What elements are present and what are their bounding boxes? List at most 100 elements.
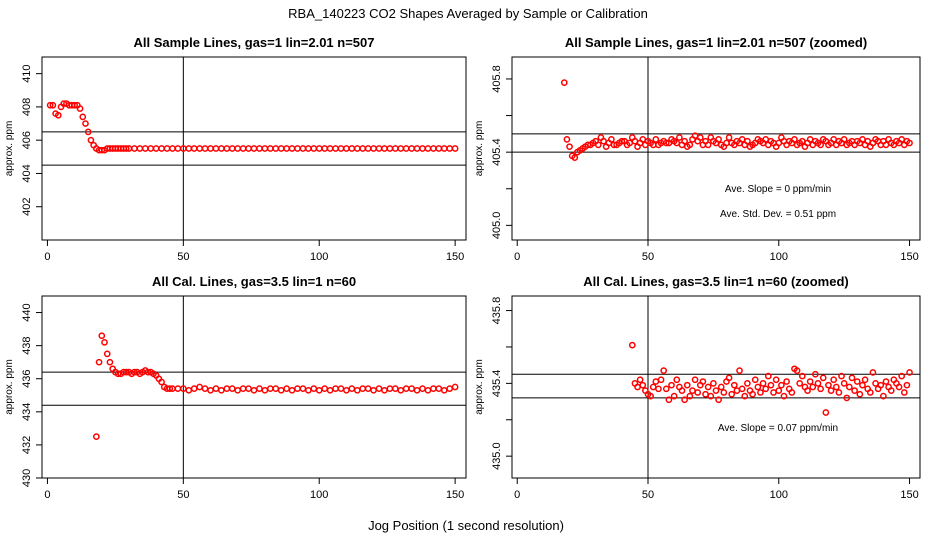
data-point xyxy=(652,136,660,143)
data-point xyxy=(859,381,866,389)
data-point xyxy=(691,376,699,384)
data-point xyxy=(906,139,913,147)
data-point xyxy=(762,385,770,393)
data-point xyxy=(903,381,911,389)
y-tick-label: 435.4 xyxy=(491,370,503,398)
data-point xyxy=(720,389,728,396)
y-tick-label: 402 xyxy=(21,198,33,216)
x-tick-label: 0 xyxy=(44,489,50,501)
plot-frame xyxy=(41,56,467,241)
data-point xyxy=(830,376,838,384)
x-tick-label: 0 xyxy=(514,489,520,501)
data-point xyxy=(670,392,678,400)
data-point xyxy=(882,378,890,385)
data-point xyxy=(647,392,654,400)
y-tick-label: 434 xyxy=(21,403,33,421)
y-tick-label: 440 xyxy=(21,303,33,321)
data-point xyxy=(796,380,804,387)
data-point xyxy=(783,378,790,385)
data-point xyxy=(780,392,788,400)
y-tick-label: 435.0 xyxy=(491,442,503,470)
data-point xyxy=(764,372,772,380)
data-point xyxy=(696,134,704,141)
data-point xyxy=(710,380,717,387)
data-point xyxy=(158,378,165,386)
x-tick-label: 50 xyxy=(177,489,189,501)
data-point xyxy=(676,134,683,141)
data-point xyxy=(900,389,908,396)
y-axis-label: approx. ppm xyxy=(4,121,15,177)
data-point xyxy=(772,376,780,384)
chart-panel-1: All Sample Lines, gas=1 lin=2.01 n=507 ap… xyxy=(4,35,467,263)
data-point xyxy=(736,367,743,374)
data-point xyxy=(95,358,103,366)
x-tick-label: 0 xyxy=(514,251,520,263)
figure-xlabel: Jog Position (1 second resolution) xyxy=(368,518,564,533)
data-point xyxy=(571,154,579,161)
y-tick-label: 435.8 xyxy=(491,297,503,325)
data-point xyxy=(451,383,459,391)
x-tick-label: 150 xyxy=(900,489,918,501)
x-tick-label: 100 xyxy=(310,489,328,501)
data-point xyxy=(686,392,694,400)
data-point xyxy=(835,389,843,396)
data-point xyxy=(660,367,668,374)
data-point xyxy=(898,372,906,380)
data-point xyxy=(636,376,644,384)
data-point xyxy=(166,385,174,393)
data-point xyxy=(832,383,840,391)
data-point xyxy=(738,385,746,393)
data-point xyxy=(681,396,688,404)
data-point xyxy=(628,341,636,349)
data-point xyxy=(681,137,688,145)
data-point xyxy=(655,385,662,393)
data-point xyxy=(563,136,571,143)
x-tick-label: 50 xyxy=(642,251,654,263)
y-tick-label: 406 xyxy=(21,131,33,149)
y-axis-label: approx. ppm xyxy=(474,359,485,415)
data-point xyxy=(880,392,887,400)
data-point xyxy=(106,358,114,366)
data-point xyxy=(560,79,568,86)
data-point xyxy=(775,387,783,394)
data-point xyxy=(686,141,694,149)
data-point xyxy=(817,385,824,393)
data-point xyxy=(751,376,759,384)
data-point xyxy=(906,369,913,376)
data-point xyxy=(804,387,811,394)
data-point xyxy=(840,380,848,387)
data-point xyxy=(46,101,54,109)
data-point xyxy=(54,111,62,119)
data-point xyxy=(608,136,615,143)
data-point xyxy=(84,128,92,136)
data-point xyxy=(639,381,647,389)
chart-annotation: Ave. Slope = 0.07 ppm/min xyxy=(718,423,838,434)
chart-title: All Cal. Lines, gas=3.5 lin=1 n=60 xyxy=(152,274,356,289)
data-point xyxy=(825,381,832,389)
data-point xyxy=(778,381,785,389)
data-point xyxy=(744,380,751,387)
data-point xyxy=(715,396,722,404)
data-point xyxy=(744,137,751,145)
y-tick-label: 410 xyxy=(21,64,33,82)
chart-panel-2: All Sample Lines, gas=1 lin=2.01 n=507 (… xyxy=(474,35,921,263)
data-point xyxy=(730,381,738,389)
data-point xyxy=(82,120,89,127)
data-point xyxy=(725,374,733,382)
data-point xyxy=(757,389,764,396)
data-point xyxy=(49,101,57,109)
data-point xyxy=(678,387,686,394)
data-point xyxy=(76,105,84,112)
plot-frame xyxy=(41,295,467,479)
data-point xyxy=(861,376,869,384)
data-point xyxy=(822,409,830,416)
plot-frame xyxy=(511,56,921,241)
data-point xyxy=(657,376,665,384)
data-point xyxy=(895,383,903,391)
data-point xyxy=(87,136,95,144)
data-point xyxy=(754,383,762,391)
data-point xyxy=(728,390,736,398)
data-point xyxy=(451,145,459,152)
data-point xyxy=(71,101,78,109)
data-point xyxy=(93,433,100,440)
